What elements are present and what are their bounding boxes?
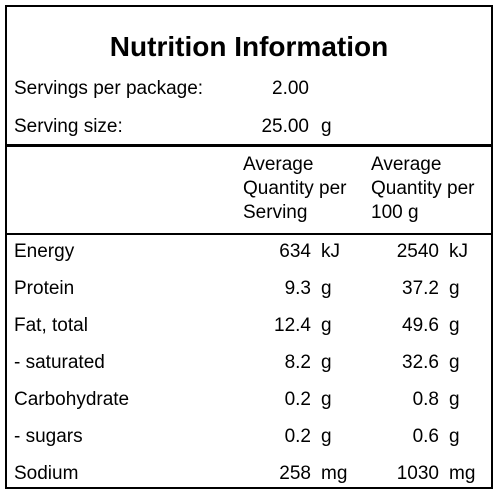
nutrient-per-serving-unit: g bbox=[321, 278, 332, 299]
per-100g-header-line-3: 100 g bbox=[371, 202, 419, 223]
nutrient-per-serving: 634 bbox=[279, 241, 311, 262]
nutrient-per-serving: 8.2 bbox=[284, 352, 311, 373]
per-serving-header-line-1: Average bbox=[243, 154, 314, 175]
nutrient-per-serving: 9.3 bbox=[284, 278, 311, 299]
nutrient-per-100g-unit: g bbox=[449, 352, 460, 373]
servings-per-package-label: Servings per package: bbox=[14, 78, 204, 99]
nutrient-name: Energy bbox=[14, 241, 75, 262]
per-serving-header-line-2: Quantity per bbox=[243, 178, 347, 199]
nutrient-per-serving-unit: kJ bbox=[321, 241, 340, 262]
per-serving-header: Average Quantity per Serving bbox=[243, 153, 347, 225]
nutrient-name: Carbohydrate bbox=[14, 389, 130, 410]
nutrient-per-100g: 0.6 bbox=[412, 426, 439, 447]
serving-size-unit: g bbox=[321, 116, 332, 137]
nutrient-name: Protein bbox=[14, 278, 75, 299]
nutrient-name: Sodium bbox=[14, 463, 79, 484]
servings-per-package-value: 2.00 bbox=[272, 78, 309, 99]
nutrient-name: - saturated bbox=[14, 352, 105, 373]
nutrient-per-100g-unit: g bbox=[449, 426, 460, 447]
nutrient-per-100g: 1030 bbox=[396, 463, 439, 484]
nutrient-per-serving-unit: g bbox=[321, 352, 332, 373]
nutrient-per-serving: 0.2 bbox=[284, 426, 311, 447]
nutrient-per-serving: 12.4 bbox=[274, 315, 311, 336]
nutrient-per-serving-unit: mg bbox=[321, 463, 348, 484]
nutrient-per-100g: 0.8 bbox=[412, 389, 439, 410]
per-100g-header-line-2: Quantity per bbox=[371, 178, 475, 199]
nutrient-per-100g-unit: g bbox=[449, 315, 460, 336]
nutrient-per-serving: 258 bbox=[279, 463, 311, 484]
per-100g-header: Average Quantity per 100 g bbox=[371, 153, 475, 225]
serving-size-label: Serving size: bbox=[14, 116, 123, 137]
serving-size-value: 25.00 bbox=[261, 116, 309, 137]
nutrient-per-serving-unit: g bbox=[321, 315, 332, 336]
nutrient-per-100g: 32.6 bbox=[402, 352, 439, 373]
nutrient-per-serving-unit: g bbox=[321, 389, 332, 410]
nutrient-per-100g: 37.2 bbox=[402, 278, 439, 299]
header-divider bbox=[7, 144, 491, 147]
per-serving-header-line-3: Serving bbox=[243, 202, 308, 223]
nutrient-per-100g-unit: g bbox=[449, 389, 460, 410]
per-100g-header-line-1: Average bbox=[371, 154, 442, 175]
nutrition-panel: Nutrition Information Servings per packa… bbox=[5, 5, 493, 489]
nutrient-per-100g-unit: mg bbox=[449, 463, 476, 484]
nutrient-per-100g: 49.6 bbox=[402, 315, 439, 336]
nutrient-per-100g: 2540 bbox=[396, 241, 439, 262]
nutrient-name: - sugars bbox=[14, 426, 83, 447]
nutrient-per-100g-unit: kJ bbox=[449, 241, 468, 262]
nutrient-per-100g-unit: g bbox=[449, 278, 460, 299]
panel-title: Nutrition Information bbox=[109, 31, 389, 62]
column-header-divider bbox=[7, 233, 491, 235]
nutrient-per-serving-unit: g bbox=[321, 426, 332, 447]
nutrient-per-serving: 0.2 bbox=[284, 389, 311, 410]
nutrient-name: Fat, total bbox=[14, 315, 88, 336]
